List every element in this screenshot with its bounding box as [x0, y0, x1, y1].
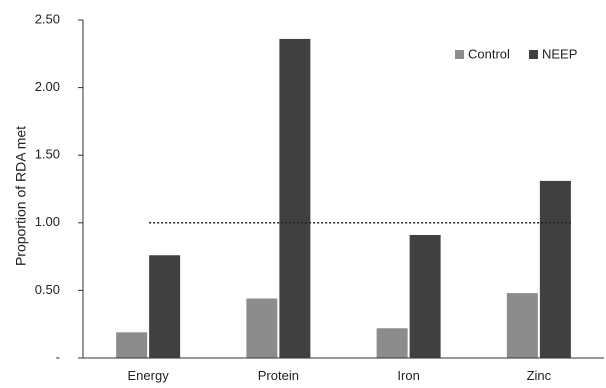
- y-tick-label: 0.50: [35, 282, 60, 297]
- bar-neep-zinc: [539, 180, 571, 358]
- legend: Control NEEP: [455, 46, 577, 61]
- bar-neep-protein: [279, 38, 311, 358]
- legend-swatch-neep: [529, 50, 538, 59]
- bar-control-protein: [246, 298, 278, 358]
- bar-neep-energy: [149, 255, 181, 358]
- legend-label-neep: NEEP: [542, 46, 577, 61]
- bar-neep-iron: [409, 234, 441, 358]
- y-tick-label: -: [56, 349, 60, 364]
- bars: [116, 38, 571, 358]
- x-category-label: Energy: [128, 368, 170, 383]
- bar-control-zinc: [506, 293, 538, 358]
- y-tick-label: 2.50: [35, 11, 60, 26]
- x-category-label: Protein: [258, 368, 299, 383]
- category-labels: Energy Protein Iron Zinc: [128, 368, 552, 383]
- y-tick-label: 1.50: [35, 147, 60, 162]
- x-category-label: Zinc: [527, 368, 552, 383]
- x-category-label: Iron: [397, 368, 419, 383]
- y-tick-label: 1.00: [35, 214, 60, 229]
- bar-control-iron: [376, 328, 408, 358]
- axes: [78, 19, 604, 359]
- y-axis-title-group: Proportion of RDA met: [13, 126, 29, 266]
- legend-swatch-control: [455, 50, 464, 59]
- y-axis-title: Proportion of RDA met: [13, 126, 29, 266]
- bar-control-energy: [116, 332, 148, 358]
- y-tick-label: 2.00: [35, 79, 60, 94]
- legend-label-control: Control: [468, 46, 510, 61]
- y-tick-labels: - 0.50 1.00 1.50 2.00 2.50: [35, 11, 60, 364]
